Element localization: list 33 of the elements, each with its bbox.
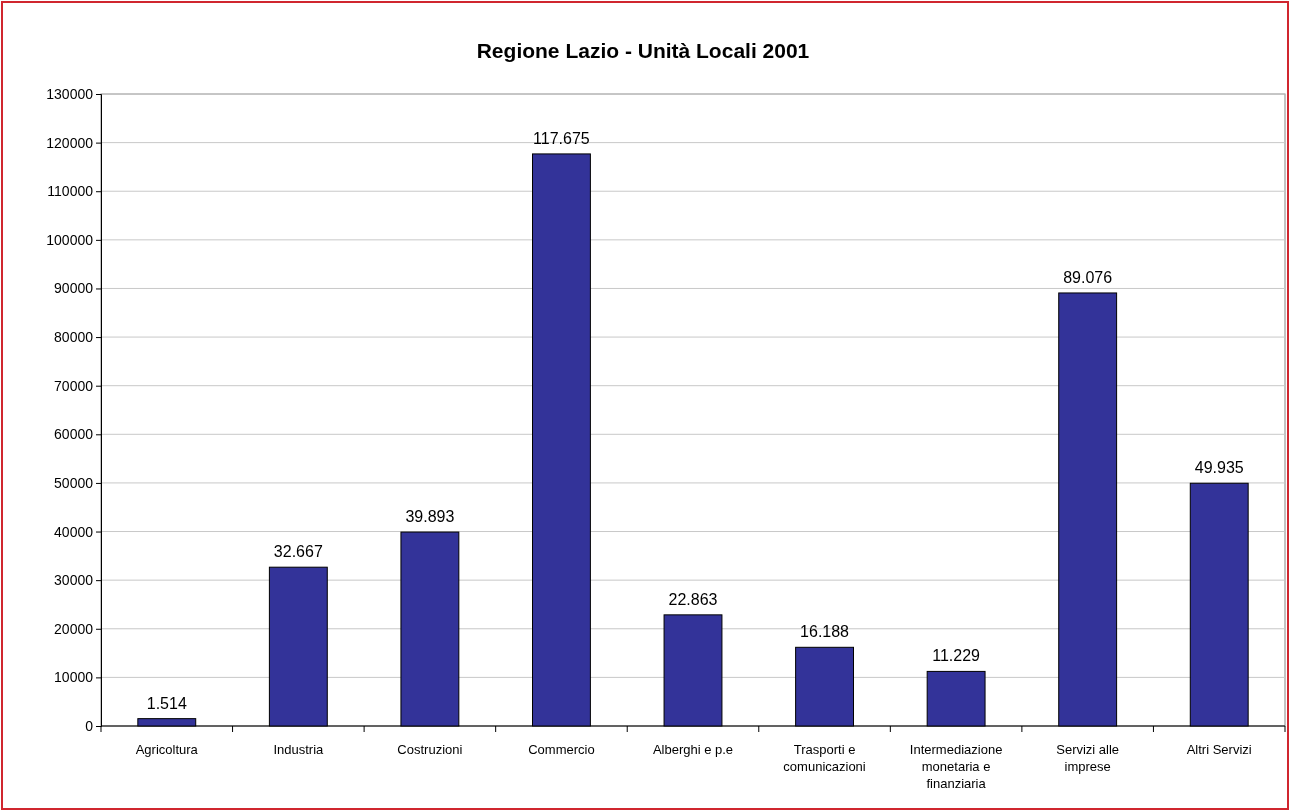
data-label: 22.863: [668, 590, 718, 608]
x-tick-label: Alberghi e p.e: [652, 742, 734, 757]
y-tick-label: 40000: [54, 523, 94, 540]
x-tick-label: Trasporti e comunicazioni: [783, 742, 866, 774]
x-tick-label: Altri Servizi: [1186, 742, 1252, 757]
x-tick-label: Commercio: [528, 742, 595, 757]
y-tick-label: 30000: [54, 572, 94, 589]
data-label: 89.076: [1063, 268, 1113, 286]
y-tick-label: 80000: [54, 329, 94, 346]
x-tick-label: Intermediazione monetaria e finanziaria: [909, 742, 1003, 791]
x-tick-label: Servizi alle imprese: [1056, 742, 1120, 774]
y-tick-label: 120000: [46, 134, 94, 151]
y-tick-label: 70000: [54, 377, 94, 394]
y-tick-label: 100000: [46, 231, 94, 248]
x-tick-label: Costruzioni: [397, 742, 463, 757]
y-tick-label: 10000: [54, 669, 94, 686]
chart-title: Regione Lazio - Unità Locali 2001: [476, 39, 810, 62]
y-tick-label: 20000: [54, 620, 94, 637]
data-label: 11.229: [932, 647, 981, 665]
y-tick-label: 110000: [47, 183, 94, 200]
y-tick-label: 50000: [54, 474, 94, 491]
data-label: 16.188: [800, 623, 850, 641]
y-tick-label: 60000: [54, 426, 94, 443]
y-tick-label: 0: [85, 717, 94, 734]
y-tick-label: 130000: [46, 85, 94, 102]
data-label: 1.514: [146, 694, 187, 712]
data-label: 49.935: [1194, 459, 1244, 477]
x-tick-label: Agricoltura: [135, 742, 199, 757]
data-label: 117.675: [533, 129, 590, 147]
y-tick-label: 90000: [54, 280, 94, 297]
data-label: 32.667: [273, 543, 323, 561]
x-tick-label: Industria: [273, 742, 325, 757]
data-label: 39.893: [405, 508, 455, 526]
